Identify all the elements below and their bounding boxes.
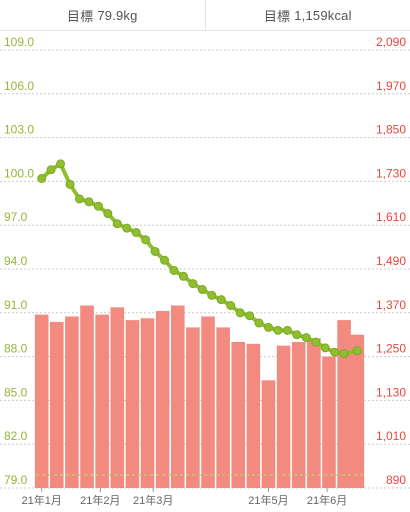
weight-point [84,197,94,207]
weight-axis: 79.0 82.0 85.0 88.0 91.0 94.0 97.0 100.0 103.0 10… [4,35,34,487]
calorie-tick-label: 1,370 [376,298,406,312]
date-tick-label: 21年2月 [80,493,120,507]
weight-point [46,165,56,175]
calorie-bar [140,318,155,488]
weight-tick-label: 103.0 [4,123,34,137]
weight-point [112,219,122,229]
calorie-goal-value: 1,159kcal [294,7,352,23]
calorie-bars [34,305,365,488]
weight-point [150,246,160,256]
weight-point [254,318,264,328]
weight-point [320,343,330,353]
calorie-bar [201,316,215,488]
weight-point [245,311,255,321]
weight-tick-label: 91.0 [4,298,28,312]
calorie-tick-label: 890 [386,473,406,487]
weight-point [282,325,292,335]
weight-point [292,330,302,340]
weight-point [169,265,179,275]
calorie-bar [110,307,125,488]
calorie-bar [291,342,306,488]
weight-line [40,161,358,356]
calorie-bar [95,314,109,488]
weight-point [122,223,132,233]
weight-point [65,179,75,189]
calorie-bar [65,316,79,488]
weight-point [330,347,340,357]
calorie-bar [246,343,261,488]
weight-series [37,159,362,359]
calorie-bar [276,345,291,488]
weight-tick-label: 82.0 [4,429,28,443]
weight-point [273,325,283,335]
weight-point [352,346,362,356]
weight-tick-label: 94.0 [4,254,28,268]
weight-point [131,228,141,237]
calorie-bar [322,356,336,488]
calorie-tick-label: 1,250 [376,342,406,356]
weight-point [178,271,188,281]
weight-point [339,349,349,359]
weight-tick-label: 79.0 [4,473,28,487]
weight-point [263,322,273,332]
calorie-tick-label: 1,130 [376,385,406,399]
calorie-tick-label: 1,610 [376,210,406,224]
weight-tick-label: 100.0 [4,166,34,180]
weight-goal-value: 79.9kg [97,7,138,23]
weight-point [93,201,103,211]
calorie-tick-label: 2,090 [376,35,406,49]
weight-point [216,295,226,305]
weight-point [188,279,198,289]
calorie-bar [170,305,185,488]
calorie-tick-label: 1,490 [376,254,406,268]
calorie-bar [34,314,49,488]
calorie-bar [307,338,321,488]
weight-calorie-chart[interactable]: 79.0 82.0 85.0 88.0 91.0 94.0 97.0 100.0 103.0 10… [0,30,410,512]
calorie-bar [261,380,276,488]
calorie-bar [350,334,365,488]
weight-tick-label: 97.0 [4,210,28,224]
date-tick-label: 21年1月 [21,493,61,507]
date-tick-label: 21年3月 [133,493,173,507]
calorie-bar [231,342,246,488]
calorie-tick-label: 1,010 [376,429,406,443]
calorie-bar [155,310,170,488]
weight-point [160,255,170,265]
goals-header: 目標 79.9kg 目標 1,159kcal [0,0,410,31]
weight-point [311,337,321,347]
date-axis: 21年1月 21年2月 21年3月 21年5月 21年6月 [21,488,347,507]
weight-goal-label: 目標 [66,8,94,24]
calorie-bar [337,320,351,488]
weight-tick-label: 85.0 [4,385,28,399]
calorie-tick-label: 1,850 [376,123,406,137]
calorie-tick-label: 1,970 [376,79,406,93]
calorie-bar [49,321,64,488]
calorie-goal-label: 目標 [263,8,291,24]
weight-tick-label: 106.0 [4,79,34,93]
date-tick-label: 21年5月 [248,493,288,507]
calorie-bar [125,320,140,488]
calorie-goal[interactable]: 目標 1,159kcal [204,0,410,30]
weight-point [141,235,151,245]
weight-tick-label: 109.0 [4,35,34,49]
calorie-bar [186,327,200,488]
weight-point [207,290,217,300]
calorie-bar [216,327,230,488]
weight-point [197,284,207,294]
weight-point [56,159,66,169]
calorie-bar [80,305,94,488]
weight-point [301,333,311,343]
weight-point [37,173,47,183]
weight-tick-label: 88.0 [4,342,28,356]
date-tick-label: 21年6月 [307,493,347,507]
weight-point [226,301,236,310]
weight-goal[interactable]: 目標 79.9kg [0,0,205,30]
calorie-tick-label: 1,730 [376,166,406,180]
weight-point [74,194,84,204]
weight-point [235,308,245,318]
weight-point [103,209,113,219]
calorie-axis: 890 1,010 1,130 1,250 1,370 1,490 1,610 1,730 1,… [376,35,406,487]
